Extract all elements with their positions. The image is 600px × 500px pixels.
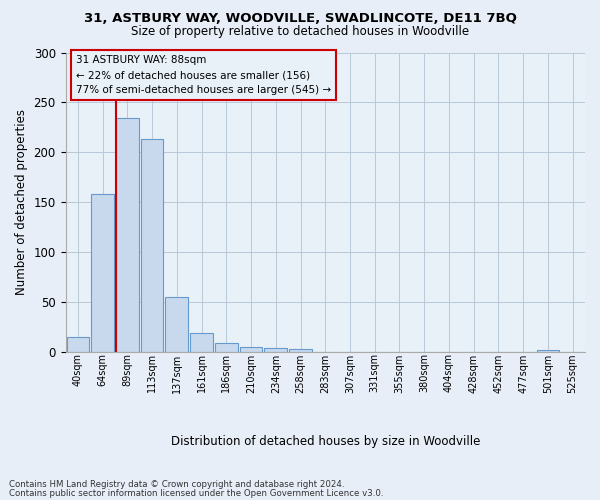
Text: Size of property relative to detached houses in Woodville: Size of property relative to detached ho… bbox=[131, 25, 469, 38]
Bar bbox=[116, 118, 139, 352]
X-axis label: Distribution of detached houses by size in Woodville: Distribution of detached houses by size … bbox=[170, 434, 480, 448]
Bar bbox=[141, 140, 163, 352]
Bar bbox=[166, 297, 188, 352]
Text: Contains public sector information licensed under the Open Government Licence v3: Contains public sector information licen… bbox=[9, 488, 383, 498]
Bar bbox=[67, 337, 89, 352]
Text: 31 ASTBURY WAY: 88sqm
← 22% of detached houses are smaller (156)
77% of semi-det: 31 ASTBURY WAY: 88sqm ← 22% of detached … bbox=[76, 56, 331, 95]
Bar bbox=[215, 343, 238, 352]
Y-axis label: Number of detached properties: Number of detached properties bbox=[15, 109, 28, 295]
Bar bbox=[289, 349, 312, 352]
Bar bbox=[536, 350, 559, 352]
Bar bbox=[190, 333, 213, 352]
Text: Contains HM Land Registry data © Crown copyright and database right 2024.: Contains HM Land Registry data © Crown c… bbox=[9, 480, 344, 489]
Bar bbox=[239, 347, 262, 352]
Bar bbox=[265, 348, 287, 352]
Text: 31, ASTBURY WAY, WOODVILLE, SWADLINCOTE, DE11 7BQ: 31, ASTBURY WAY, WOODVILLE, SWADLINCOTE,… bbox=[83, 12, 517, 26]
Bar bbox=[91, 194, 114, 352]
